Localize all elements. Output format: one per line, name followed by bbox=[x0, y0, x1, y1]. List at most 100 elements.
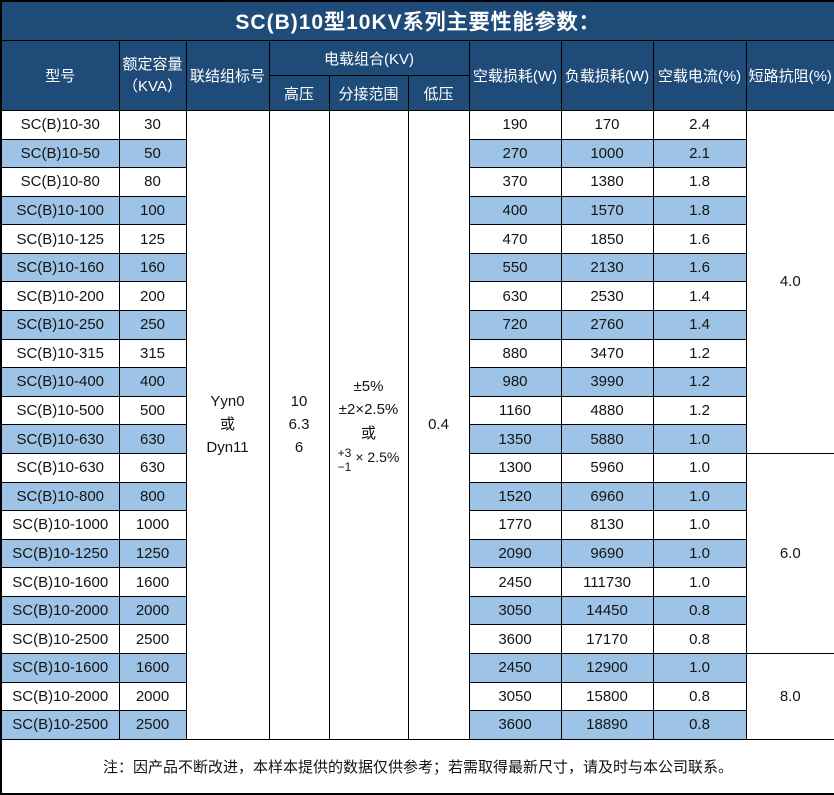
cell-kva: 800 bbox=[118, 481, 187, 512]
cell-kva: 125 bbox=[118, 224, 187, 254]
cell-no-load-loss: 2450 bbox=[468, 567, 562, 597]
header-capacity-line2: （KVA） bbox=[123, 77, 182, 95]
cell-no-load-current: 1.0 bbox=[652, 652, 747, 683]
cell-load-loss: 9690 bbox=[560, 538, 654, 569]
cell-no-load-current: 1.8 bbox=[652, 195, 747, 226]
header-impedance: 短路抗阻(%) bbox=[745, 40, 834, 111]
cell-no-load-current: 1.2 bbox=[652, 395, 747, 426]
cell-kva: 200 bbox=[118, 281, 187, 312]
cell-kva: 1600 bbox=[118, 652, 187, 683]
cell-load-loss: 2760 bbox=[560, 310, 654, 340]
cell-no-load-loss: 470 bbox=[468, 224, 562, 254]
cell-no-load-current: 2.4 bbox=[652, 110, 747, 140]
cell-load-loss: 6960 bbox=[560, 481, 654, 512]
tap-stack: +3 −1 bbox=[338, 446, 352, 475]
header-hv: 高压 bbox=[268, 75, 330, 111]
header-no-load-loss: 空载损耗(W) bbox=[468, 40, 562, 111]
page-title: SC(B)10型10KV系列主要性能参数： bbox=[0, 0, 834, 41]
cell-model: SC(B)10-1250 bbox=[0, 538, 120, 569]
cell-no-load-loss: 550 bbox=[468, 252, 562, 283]
cell-model: SC(B)10-2500 bbox=[0, 624, 120, 654]
header-capacity: 额定容量 （KVA） bbox=[118, 40, 187, 111]
cell-no-load-current: 1.8 bbox=[652, 167, 747, 197]
table-row: SC(B)10-250 250 720 2760 1.4 bbox=[0, 310, 834, 340]
cell-no-load-current: 1.4 bbox=[652, 310, 747, 340]
cell-model: SC(B)10-80 bbox=[0, 167, 120, 197]
cell-load-loss: 18890 bbox=[560, 710, 654, 740]
cell-model: SC(B)10-630 bbox=[0, 452, 120, 483]
cell-lv-value: 0.4 bbox=[407, 110, 470, 740]
note-section: 注：因产品不断改进，本样本提供的数据仅供参考；若需取得最新尺寸，请及时与本公司联… bbox=[0, 738, 834, 795]
table-row: SC(B)10-2000 2000 3050 15800 0.8 bbox=[0, 681, 834, 712]
header-row-2: 高压 分接范围 低压 bbox=[1, 75, 834, 111]
cell-no-load-current: 1.2 bbox=[652, 367, 747, 397]
table-row: SC(B)10-315 315 880 3470 1.2 bbox=[0, 338, 834, 369]
hv-line-2: 6.3 bbox=[288, 416, 310, 434]
cell-load-loss: 5880 bbox=[560, 424, 654, 454]
cell-no-load-loss: 400 bbox=[468, 195, 562, 226]
cell-model: SC(B)10-315 bbox=[0, 338, 120, 369]
cell-load-loss: 1380 bbox=[560, 167, 654, 197]
table-row: SC(B)10-500 500 1160 4880 1.2 bbox=[0, 395, 834, 426]
cell-load-loss: 14450 bbox=[560, 595, 654, 626]
cell-kva: 630 bbox=[118, 452, 187, 483]
cell-load-loss: 111730 bbox=[560, 567, 654, 597]
header-capacity-line1: 额定容量 bbox=[122, 55, 183, 73]
table-row: SC(B)10-80 80 370 1380 1.8 bbox=[0, 167, 834, 197]
connection-line-3: Dyn11 bbox=[206, 439, 249, 457]
cell-no-load-current: 1.0 bbox=[652, 424, 747, 454]
cell-no-load-loss: 980 bbox=[468, 367, 562, 397]
cell-no-load-loss: 3600 bbox=[468, 710, 562, 740]
cell-load-loss: 170 bbox=[560, 110, 654, 140]
header-row-1: 型号 额定容量 （KVA） 联结组标号 电载组合(KV) 空载损耗(W) 负载损… bbox=[0, 40, 834, 111]
cell-kva: 630 bbox=[118, 424, 187, 454]
cell-impedance: 8.0 bbox=[745, 652, 834, 740]
cell-no-load-loss: 3050 bbox=[468, 595, 562, 626]
cell-model: SC(B)10-2500 bbox=[0, 710, 120, 740]
cell-load-loss: 17170 bbox=[560, 624, 654, 654]
cell-model: SC(B)10-160 bbox=[0, 252, 120, 283]
table-row: SC(B)10-1250 1250 2090 9690 1.0 bbox=[0, 538, 834, 569]
table-row: SC(B)10-2500 2500 3600 17170 0.8 bbox=[0, 624, 834, 654]
note-row: 注：因产品不断改进，本样本提供的数据仅供参考；若需取得最新尺寸，请及时与本公司联… bbox=[0, 738, 834, 795]
table-row: SC(B)10-630 630 1350 5880 1.0 bbox=[0, 424, 834, 454]
tap-stack-suffix: × 2.5% bbox=[355, 449, 400, 466]
tap-line-2: ±2×2.5% bbox=[338, 401, 399, 419]
header-load-loss: 负载损耗(W) bbox=[560, 40, 654, 111]
cell-kva: 100 bbox=[118, 195, 187, 226]
table-row: SC(B)10-125 125 470 1850 1.6 bbox=[0, 224, 834, 254]
cell-load-loss: 12900 bbox=[560, 652, 654, 683]
hv-line-3: 6 bbox=[294, 439, 304, 457]
cell-no-load-current: 1.0 bbox=[652, 567, 747, 597]
cell-kva: 80 bbox=[118, 167, 187, 197]
cell-no-load-current: 0.8 bbox=[652, 710, 747, 740]
cell-kva: 400 bbox=[118, 367, 187, 397]
cell-model: SC(B)10-30 bbox=[0, 110, 120, 140]
cell-no-load-loss: 1160 bbox=[468, 395, 562, 426]
cell-load-loss: 3470 bbox=[560, 338, 654, 369]
cell-model: SC(B)10-2000 bbox=[0, 681, 120, 712]
cell-model: SC(B)10-630 bbox=[0, 424, 120, 454]
cell-kva: 500 bbox=[118, 395, 187, 426]
table-row: SC(B)10-1600 1600 2450 12900 1.0 8.0 bbox=[0, 652, 834, 740]
cell-kva: 2500 bbox=[118, 710, 187, 740]
cell-model: SC(B)10-1600 bbox=[0, 652, 120, 683]
cell-kva: 1000 bbox=[118, 510, 187, 540]
cell-no-load-current: 1.0 bbox=[652, 481, 747, 512]
cell-no-load-loss: 630 bbox=[468, 281, 562, 312]
header-no-load-current: 空载电流(%) bbox=[652, 40, 747, 111]
cell-kva: 50 bbox=[118, 138, 187, 169]
note-text: 注：因产品不断改进，本样本提供的数据仅供参考；若需取得最新尺寸，请及时与本公司联… bbox=[0, 738, 834, 795]
cell-no-load-current: 1.2 bbox=[652, 338, 747, 369]
header-model: 型号 bbox=[0, 40, 120, 111]
cell-no-load-loss: 1520 bbox=[468, 481, 562, 512]
cell-kva: 30 bbox=[118, 110, 187, 140]
cell-no-load-current: 0.8 bbox=[652, 595, 747, 626]
cell-no-load-loss: 3600 bbox=[468, 624, 562, 654]
table-row: SC(B)10-1600 1600 2450 111730 1.0 bbox=[0, 567, 834, 597]
cell-model: SC(B)10-1000 bbox=[0, 510, 120, 540]
tap-stacked-notation: +3 −1 × 2.5% bbox=[330, 446, 407, 475]
cell-load-loss: 1000 bbox=[560, 138, 654, 169]
table-row: SC(B)10-200 200 630 2530 1.4 bbox=[0, 281, 834, 312]
cell-load-loss: 1850 bbox=[560, 224, 654, 254]
